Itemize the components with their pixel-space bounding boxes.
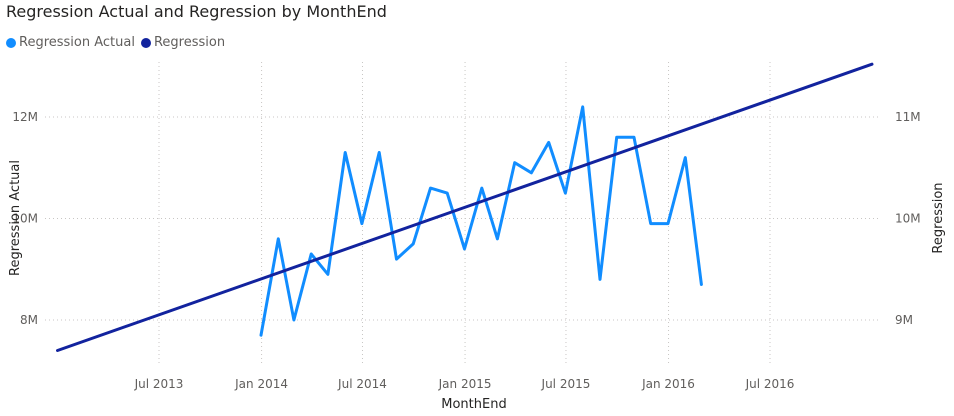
y2-axis-title: Regression xyxy=(931,182,946,253)
y2-axis-tick-label: 9M xyxy=(895,313,913,327)
x-axis-tick-label: Jul 2013 xyxy=(134,377,184,391)
x-axis-title: MonthEnd xyxy=(441,397,506,412)
legend-marker-regression-actual xyxy=(6,37,16,48)
x-axis-tick-label: Jan 2016 xyxy=(641,377,695,391)
legend-marker-regression xyxy=(140,37,151,48)
chart-title: Regression Actual and Regression by Mont… xyxy=(6,2,387,21)
y2-axis-tick-label: 10M xyxy=(895,212,921,226)
x-axis-tick-label: Jan 2015 xyxy=(438,377,492,391)
x-axis-tick-label: Jul 2016 xyxy=(745,377,795,391)
legend-label-regression-actual: Regression Actual xyxy=(19,35,135,50)
legend-label-regression: Regression xyxy=(153,35,226,50)
x-axis-tick-label: Jul 2015 xyxy=(541,377,591,391)
series-line-regression-actual xyxy=(259,105,703,337)
legend-item-regression-actual[interactable]: Regression Actual xyxy=(6,35,135,50)
y-axis-tick-label: 12M xyxy=(12,110,38,124)
x-axis-tick-label: Jan 2014 xyxy=(234,377,288,391)
legend-item-regression[interactable]: Regression xyxy=(140,35,226,50)
y-axis-title: Regression Actual xyxy=(8,160,23,276)
y-axis-tick-label: 8M xyxy=(20,313,38,327)
x-axis-tick-label: Jul 2014 xyxy=(337,377,387,391)
series-line-regression xyxy=(56,62,874,352)
legend: Regression Actual Regression xyxy=(6,35,231,50)
y2-axis-tick-label: 11M xyxy=(895,110,921,124)
y-axis-tick-label: 10M xyxy=(12,212,38,226)
